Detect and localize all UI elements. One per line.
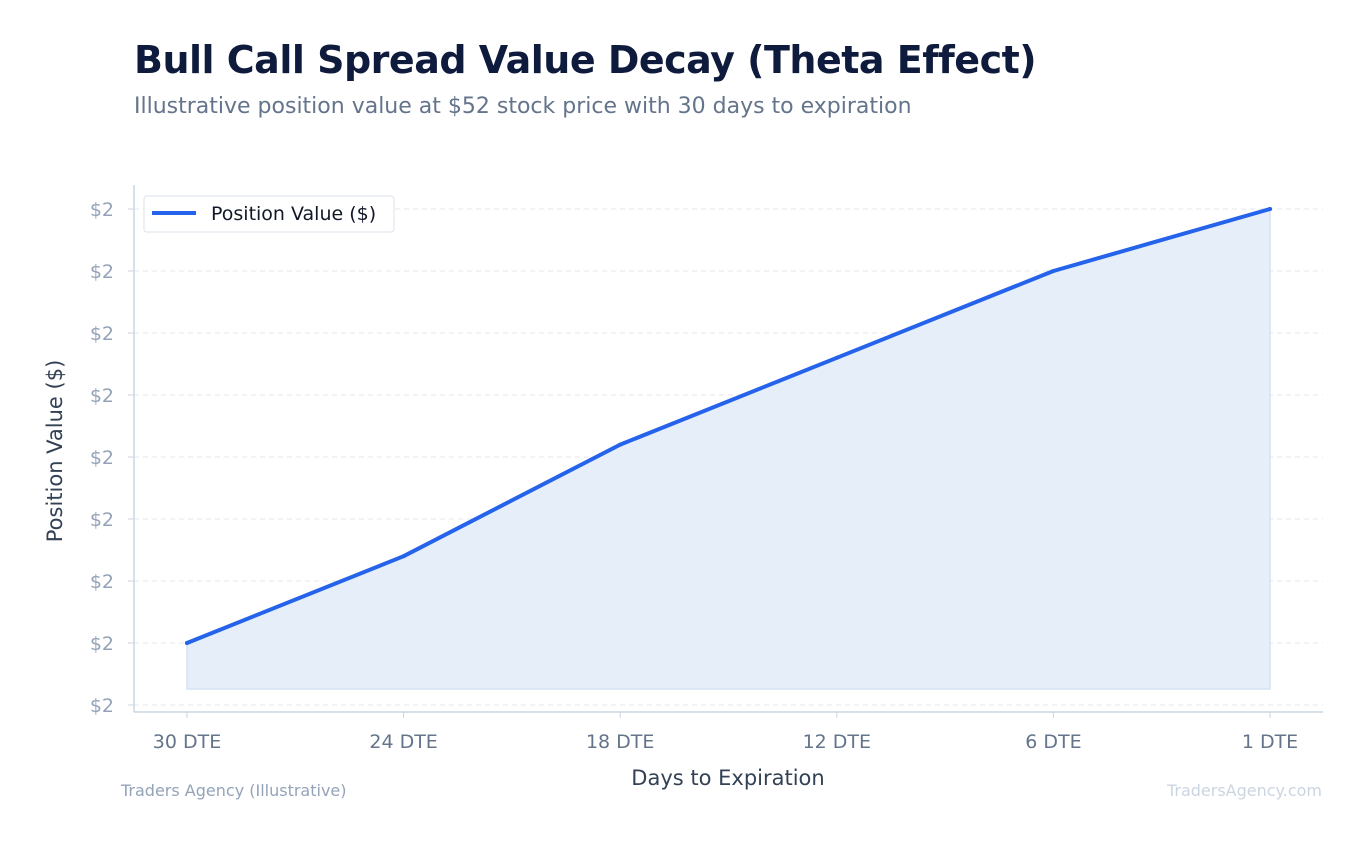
y-tick-label: $2 (90, 571, 114, 593)
chart-subtitle: Illustrative position value at $52 stock… (134, 94, 912, 119)
y-tick-label: $2 (90, 261, 114, 283)
chart-title: Bull Call Spread Value Decay (Theta Effe… (134, 38, 1037, 82)
y-tick-label: $2 (90, 633, 114, 655)
x-tick-label: 30 DTE (153, 731, 221, 753)
watermark: TradersAgency.com (1166, 781, 1322, 800)
y-tick-label: $2 (90, 509, 114, 531)
x-tick-label: 18 DTE (586, 731, 654, 753)
x-tick-label: 12 DTE (803, 731, 871, 753)
data-point (1051, 269, 1056, 273)
data-point (618, 442, 623, 447)
source-note: Traders Agency (Illustrative) (121, 781, 347, 800)
y-axis-label: Position Value ($) (43, 360, 67, 543)
legend-label-position-value: Position Value ($) (211, 203, 376, 225)
y-tick-label: $2 (90, 447, 114, 469)
y-tick-label: $2 (90, 199, 114, 221)
area-fill (186, 208, 1271, 690)
x-tick-label: 24 DTE (369, 731, 437, 753)
x-axis-label: Days to Expiration (631, 766, 824, 790)
y-tick-label: $2 (90, 695, 114, 717)
x-tick-label: 6 DTE (1025, 731, 1081, 753)
area-fill-group (185, 207, 1272, 690)
legend: Position Value ($) (143, 195, 395, 233)
legend-box (143, 195, 395, 233)
x-tick-label: 1 DTE (1242, 731, 1298, 753)
x-tick-labels: 30 DTE 24 DTE 18 DTE 12 DTE 6 DTE 1 DTE (153, 712, 1298, 753)
y-tick-label: $2 (90, 385, 114, 407)
data-point (401, 554, 406, 559)
data-point (834, 355, 839, 360)
series-line-position-value (185, 207, 1272, 645)
axes (133, 185, 1323, 713)
data-point (185, 641, 189, 645)
data-point (1268, 207, 1272, 211)
y-tick-label: $2 (90, 323, 114, 345)
y-tick-labels: $2 $2 $2 $2 $2 $2 $2 $2 $2 (90, 199, 134, 717)
